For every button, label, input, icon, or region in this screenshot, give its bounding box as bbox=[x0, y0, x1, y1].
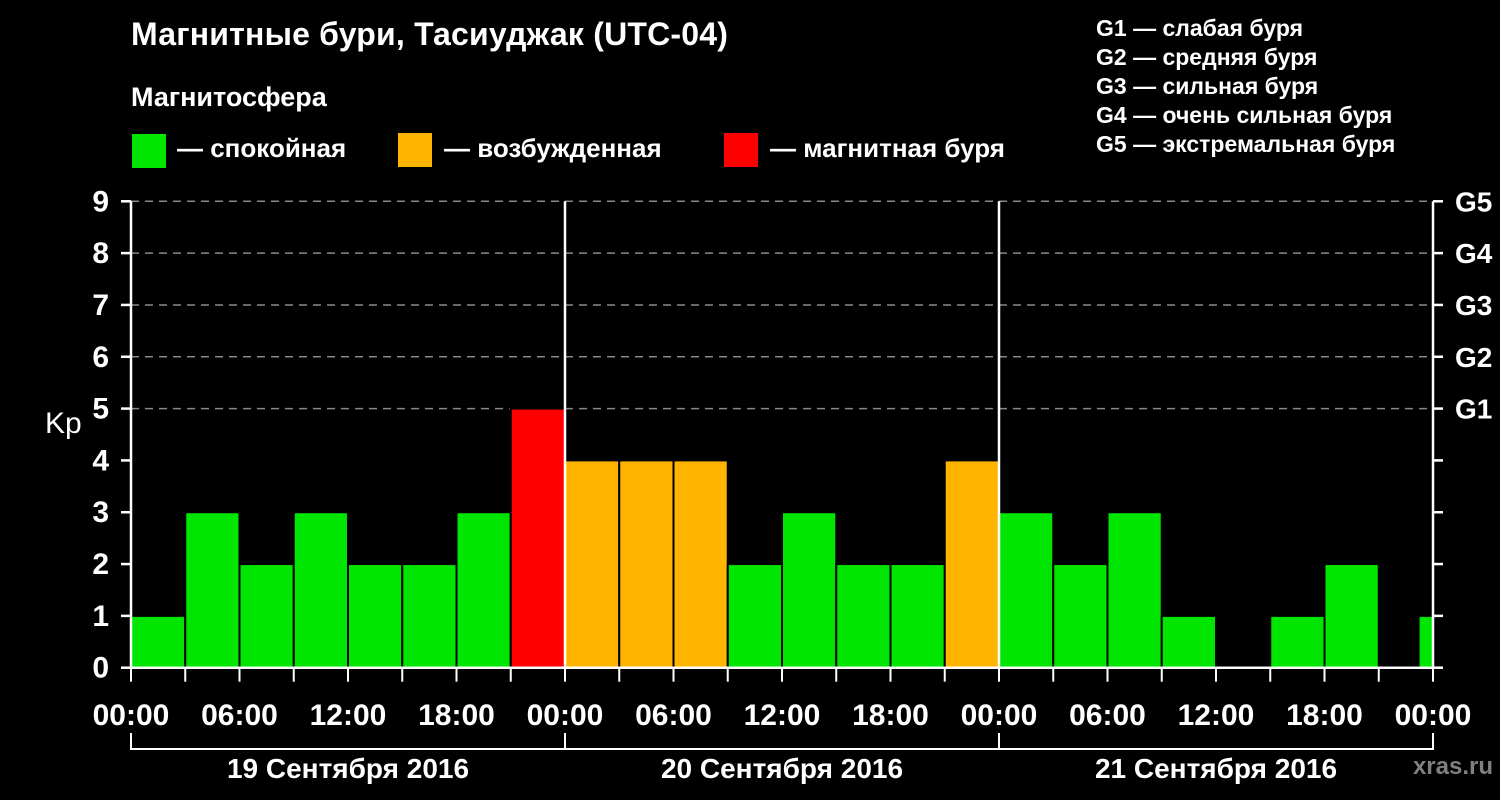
svg-text:00:00: 00:00 bbox=[93, 699, 170, 732]
svg-text:18:00: 18:00 bbox=[418, 699, 495, 732]
svg-text:G2: G2 bbox=[1455, 342, 1492, 373]
svg-text:7: 7 bbox=[92, 289, 109, 322]
svg-text:9: 9 bbox=[92, 185, 109, 218]
svg-text:1: 1 bbox=[92, 600, 109, 633]
svg-text:06:00: 06:00 bbox=[1069, 699, 1146, 732]
svg-text:G3: G3 bbox=[1455, 290, 1492, 321]
svg-text:12:00: 12:00 bbox=[310, 699, 387, 732]
svg-text:G4: G4 bbox=[1455, 238, 1493, 269]
svg-text:2: 2 bbox=[92, 548, 109, 581]
svg-text:8: 8 bbox=[92, 237, 109, 270]
svg-text:00:00: 00:00 bbox=[1395, 699, 1472, 732]
svg-text:00:00: 00:00 bbox=[961, 699, 1038, 732]
svg-text:G5: G5 bbox=[1455, 186, 1492, 217]
svg-text:12:00: 12:00 bbox=[744, 699, 821, 732]
svg-text:5: 5 bbox=[92, 393, 109, 426]
svg-text:4: 4 bbox=[92, 444, 109, 477]
svg-text:06:00: 06:00 bbox=[201, 699, 278, 732]
svg-text:G1: G1 bbox=[1455, 394, 1492, 425]
svg-text:12:00: 12:00 bbox=[1178, 699, 1255, 732]
svg-text:3: 3 bbox=[92, 496, 109, 529]
svg-text:00:00: 00:00 bbox=[527, 699, 604, 732]
svg-text:18:00: 18:00 bbox=[1286, 699, 1363, 732]
svg-text:06:00: 06:00 bbox=[635, 699, 712, 732]
svg-text:18:00: 18:00 bbox=[852, 699, 929, 732]
svg-text:6: 6 bbox=[92, 341, 109, 374]
svg-text:0: 0 bbox=[92, 652, 109, 685]
